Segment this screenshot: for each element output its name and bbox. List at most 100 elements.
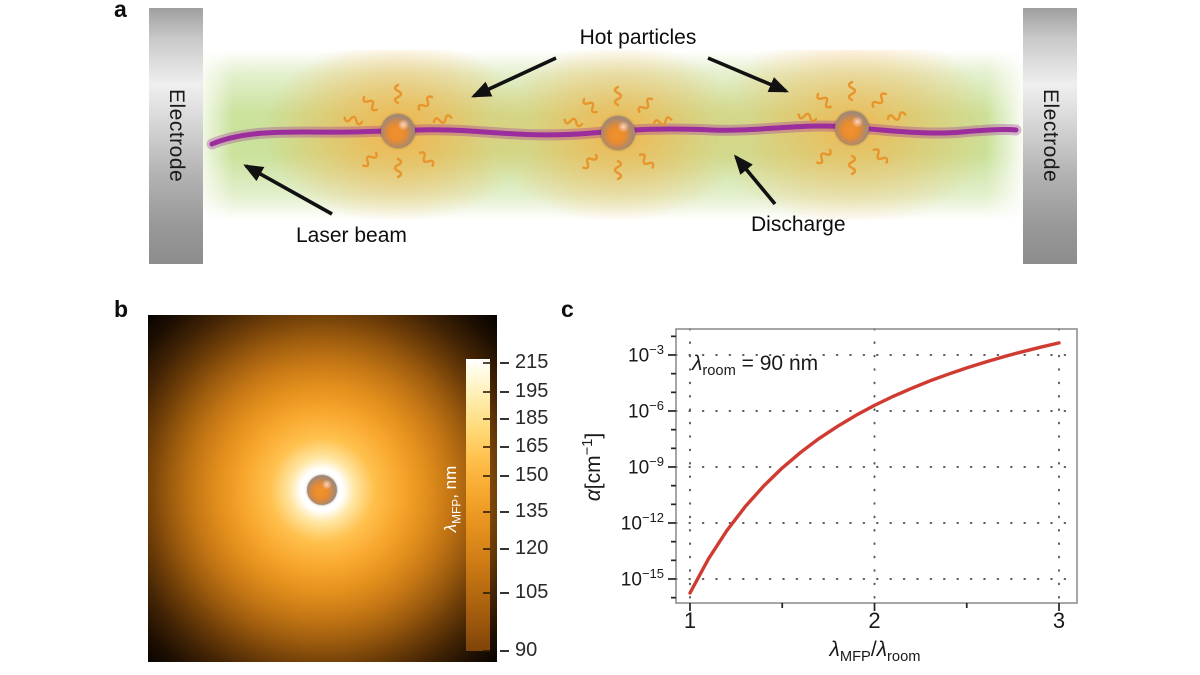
colorbar-tick <box>500 591 509 594</box>
colorbar-tick-inner <box>483 547 490 550</box>
photon-ray-squiggle <box>343 115 364 126</box>
photon-ray-squiggle <box>847 80 857 102</box>
ylabel-close: ] <box>582 432 605 439</box>
colorbar-tick-inner <box>483 650 490 652</box>
photon-ray-squiggle <box>432 114 453 124</box>
photon-ray-squiggle <box>871 92 888 109</box>
photon-ray-squiggle <box>417 95 434 112</box>
colorbar-tick-label: 105 <box>515 580 549 603</box>
photon-ray-squiggle <box>362 151 378 168</box>
plot-frame <box>675 328 1078 604</box>
photon-ray-squiggle <box>582 97 598 114</box>
hot-particle-2 <box>601 116 635 150</box>
photon-ray-squiggle <box>638 153 655 169</box>
electrode-right: Electrode <box>1023 8 1077 264</box>
xlabel-slash: / <box>870 638 877 661</box>
colorbar-label-lambda: λ <box>441 523 460 533</box>
photon-ray-squiggle <box>582 153 598 170</box>
xlabel-lambda2: λ <box>876 638 888 661</box>
hot-particle-1 <box>381 114 415 148</box>
colorbar-tick <box>500 417 509 420</box>
photon-rays <box>343 80 907 181</box>
laser-beam-label: Laser beam <box>296 224 407 247</box>
panel-c-plot <box>668 328 1078 611</box>
colorbar-tick <box>500 445 509 448</box>
annotation-sub: room <box>702 363 736 380</box>
photon-ray-squiggle <box>652 116 673 126</box>
plot-annotation: λroom = 90 nm <box>692 352 818 379</box>
photon-ray-squiggle <box>393 157 403 179</box>
ylabel-exp: −1 <box>580 438 596 456</box>
panel-b-letter: b <box>114 296 129 322</box>
colorbar-tick-inner <box>483 362 490 365</box>
colorbar-tick <box>500 511 509 513</box>
heatmap-center-particle <box>307 475 337 505</box>
hot-particles-arrow-right <box>707 56 789 93</box>
colorbar-label: λMFP, nm <box>441 424 463 574</box>
xlabel-lambda1: λ <box>829 638 840 661</box>
y-tick-label: 10−3 <box>628 342 664 367</box>
colorbar-tick <box>500 547 509 550</box>
colorbar-tick-inner <box>483 417 490 420</box>
annotation-rest: = 90 nm <box>735 352 819 375</box>
annotation-lambda: λ <box>692 352 703 375</box>
y-tick-label: 10−15 <box>620 566 664 591</box>
hot-particle-3 <box>835 111 869 145</box>
colorbar-tick-inner <box>483 511 490 513</box>
laser-beam-arrow <box>243 164 333 216</box>
colorbar-tick-inner <box>483 474 490 477</box>
ylabel-alpha: α <box>582 489 605 502</box>
electrode-left-label: Electrode <box>165 89 188 183</box>
photon-ray-squiggle <box>393 83 403 105</box>
colorbar-tick <box>500 390 509 393</box>
photon-ray-squiggle <box>816 148 832 165</box>
photon-ray-squiggle <box>563 117 584 128</box>
photon-ray-squiggle <box>886 111 907 121</box>
photon-ray-squiggle <box>872 148 889 164</box>
colorbar-tick-label: 165 <box>515 434 549 457</box>
x-tick-label: 1 <box>683 608 697 633</box>
colorbar-tick-label: 90 <box>515 639 538 661</box>
colorbar-tick <box>500 362 509 365</box>
y-tick-label: 10−9 <box>628 454 664 479</box>
discharge-arrow <box>733 154 777 206</box>
colorbar-tick-label: 135 <box>515 500 549 522</box>
y-tick-label: 10−12 <box>620 510 664 535</box>
colorbar-tick <box>500 650 509 652</box>
xlabel-sub1: MFP <box>839 649 871 666</box>
colorbar <box>466 359 490 651</box>
alpha-curve <box>688 341 1061 595</box>
electrode-left: Electrode <box>149 8 203 264</box>
photon-ray-squiggle <box>362 95 378 112</box>
colorbar-label-unit: , nm <box>441 465 460 499</box>
annotation-arrows <box>243 56 789 216</box>
photon-ray-squiggle <box>613 159 623 181</box>
photon-ray-squiggle <box>613 85 623 107</box>
colorbar-tick-label: 185 <box>515 406 549 429</box>
xlabel-sub2: room <box>887 649 921 666</box>
x-axis-label: λMFP/λroom <box>680 638 1070 665</box>
photon-ray-squiggle <box>816 92 832 109</box>
colorbar-tick-inner <box>483 445 490 448</box>
panel-c-letter: c <box>561 296 574 322</box>
hot-particles-label: Hot particles <box>579 26 697 49</box>
hot-particles-arrow-left <box>471 56 557 98</box>
colorbar-label-sub: MFP <box>449 498 464 524</box>
colorbar-tick-inner <box>483 591 490 594</box>
axis-ticks <box>668 335 1060 611</box>
colorbar-tick-inner <box>483 390 490 393</box>
colorbar-tick <box>500 474 509 477</box>
colorbar-tick-label: 215 <box>515 351 549 374</box>
photon-ray-squiggle <box>847 154 857 176</box>
colorbar-tick-label: 195 <box>515 379 549 402</box>
electrode-right-label: Electrode <box>1039 89 1062 183</box>
x-tick-label: 3 <box>1052 608 1066 633</box>
x-tick-label: 2 <box>868 608 881 633</box>
photon-ray-squiggle <box>797 112 818 123</box>
discharge-label: Discharge <box>751 213 846 236</box>
colorbar-tick-label: 120 <box>515 536 549 559</box>
photon-ray-squiggle <box>637 97 654 114</box>
photon-ray-squiggle <box>418 151 435 167</box>
y-tick-label: 10−6 <box>628 398 664 423</box>
